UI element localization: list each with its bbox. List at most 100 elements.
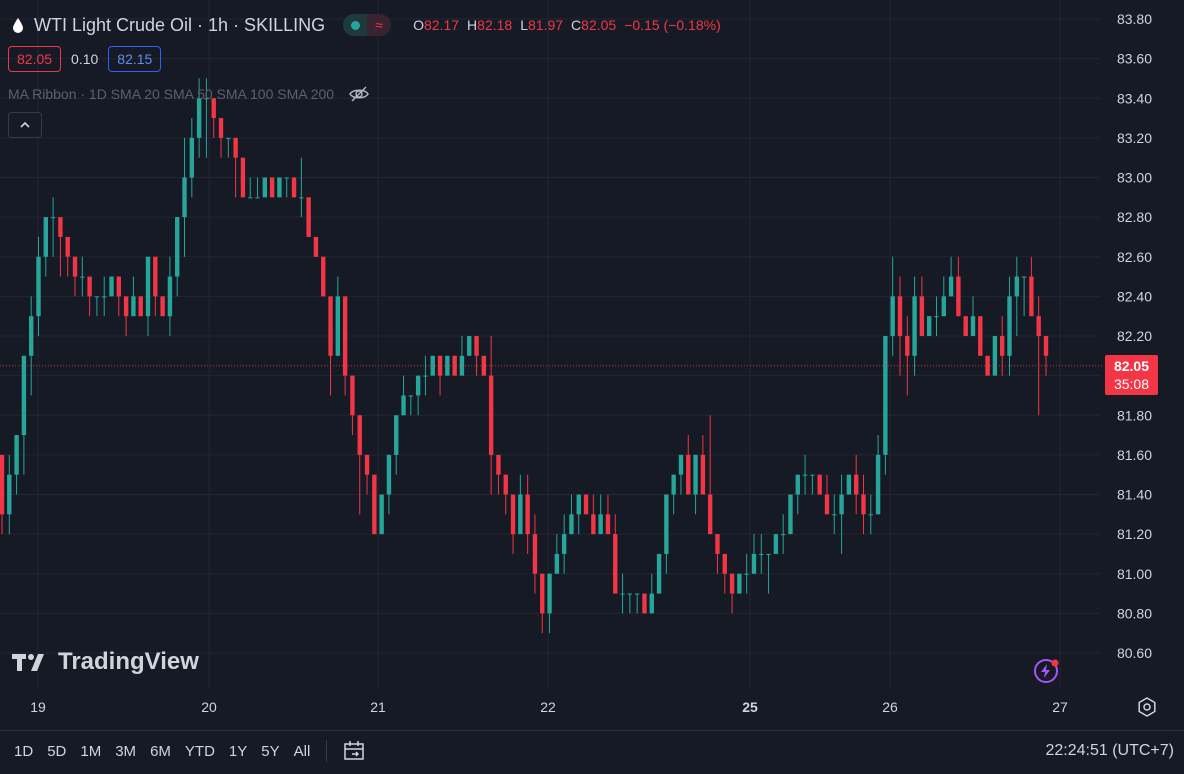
candle-body — [510, 494, 516, 535]
range-1y[interactable]: 1Y — [228, 742, 248, 760]
candle-body — [160, 296, 165, 317]
candle-body — [926, 316, 932, 336]
candle-body — [613, 534, 618, 594]
candle-body — [182, 177, 187, 218]
collapse-legend-button[interactable] — [8, 112, 42, 138]
candle — [510, 494, 516, 554]
candle — [496, 454, 501, 495]
candle-body — [1014, 276, 1019, 297]
candle-body — [817, 474, 822, 495]
candle-body — [919, 296, 925, 336]
candle-body — [80, 276, 85, 278]
range-5d[interactable]: 5D — [47, 742, 67, 760]
candle — [1029, 256, 1034, 317]
sell-price-button[interactable]: 82.05 — [8, 46, 62, 72]
indicator-legend[interactable]: MA Ribbon · 1D SMA 20 SMA 50 SMA 100 SMA… — [8, 85, 370, 103]
gear-icon[interactable] — [1136, 696, 1158, 718]
range-1d[interactable]: 1D — [14, 742, 34, 760]
candle — [386, 454, 392, 515]
candle-body — [1036, 316, 1041, 336]
candle — [970, 296, 976, 336]
candle — [182, 137, 187, 257]
candle — [817, 474, 822, 495]
candle — [1021, 276, 1027, 317]
lightning-icon[interactable] — [1032, 657, 1060, 685]
ohlc-open: O82.17 — [413, 17, 460, 33]
y-tick-label: 83.40 — [1117, 90, 1152, 106]
candle — [394, 415, 399, 475]
candle-body — [664, 494, 669, 554]
range-6m[interactable]: 6M — [150, 742, 171, 760]
candle-body — [0, 454, 5, 515]
candle — [686, 435, 691, 495]
candle — [861, 474, 866, 535]
candle — [248, 177, 253, 199]
candle — [255, 177, 260, 199]
timezone-clock[interactable]: 22:24:51 (UTC+7) — [1045, 742, 1174, 759]
candle — [613, 514, 618, 594]
candle-body — [642, 593, 647, 614]
price-axis[interactable]: 83.80 83.60 83.40 83.20 83.00 82.80 82.60 82.40… — [1117, 11, 1152, 661]
candle — [839, 474, 844, 554]
y-tick-label: 82.20 — [1117, 328, 1152, 344]
candle-body — [707, 494, 713, 535]
candle — [364, 454, 370, 495]
candle — [29, 296, 34, 396]
candle — [291, 177, 297, 198]
candle — [80, 256, 85, 297]
candle — [788, 494, 793, 535]
candle-body — [992, 336, 998, 376]
symbol-header: WTI Light Crude Oil · 1h · SKILLING ≈ O8… — [0, 8, 721, 42]
symbol-title[interactable]: WTI Light Crude Oil · 1h · SKILLING — [34, 14, 326, 35]
x-tick-label: 19 — [30, 699, 46, 715]
candle — [824, 474, 830, 515]
candle — [649, 573, 654, 614]
candle — [715, 534, 720, 574]
range-all[interactable]: All — [293, 742, 311, 760]
indicator-label: MA Ribbon · 1D SMA 20 SMA 50 SMA 100 SMA… — [8, 86, 335, 102]
y-tick-label: 81.20 — [1117, 526, 1152, 542]
eye-hidden-icon[interactable] — [348, 85, 370, 103]
candle-body — [175, 217, 180, 277]
candle — [875, 435, 881, 515]
candle — [934, 296, 939, 336]
range-3m[interactable]: 3M — [115, 742, 137, 760]
range-ytd[interactable]: YTD — [184, 742, 215, 760]
candle — [759, 534, 764, 574]
candle-body — [554, 553, 560, 574]
ohlc-change: −0.15 (−0.18%) — [624, 17, 721, 33]
y-tick-label: 81.60 — [1117, 447, 1152, 463]
candle — [802, 454, 808, 495]
y-tick-label: 82.60 — [1117, 249, 1152, 265]
candlestick-series — [0, 78, 1049, 634]
calendar-goto-icon[interactable] — [343, 740, 367, 762]
candle — [321, 256, 326, 297]
tradingview-logo[interactable]: TradingView — [12, 648, 199, 676]
candle — [145, 256, 151, 336]
buy-price-button[interactable]: 82.15 — [108, 46, 162, 72]
candle — [890, 256, 895, 356]
candle-body — [102, 296, 107, 298]
candle-body — [795, 474, 800, 495]
candle — [452, 355, 457, 376]
candle — [664, 494, 669, 574]
candle-body — [189, 137, 195, 178]
candle-body — [50, 217, 56, 219]
x-tick-label: 26 — [882, 699, 898, 715]
range-1m[interactable]: 1M — [80, 742, 102, 760]
candle — [780, 514, 786, 554]
x-tick-label: 21 — [370, 699, 386, 715]
candle — [832, 494, 837, 535]
candle-body — [138, 296, 143, 317]
candle-body — [240, 157, 246, 198]
x-tick-label: 27 — [1052, 699, 1068, 715]
candle-body — [970, 316, 976, 336]
candle-body — [591, 514, 596, 535]
candle-body — [503, 474, 508, 495]
candle-body — [248, 197, 253, 199]
market-status-pill[interactable]: ≈ — [343, 14, 392, 36]
range-5y[interactable]: 5Y — [261, 742, 280, 760]
time-axis[interactable]: 19 20 21 22 25 26 27 — [30, 699, 1068, 715]
candle-body — [7, 474, 12, 515]
